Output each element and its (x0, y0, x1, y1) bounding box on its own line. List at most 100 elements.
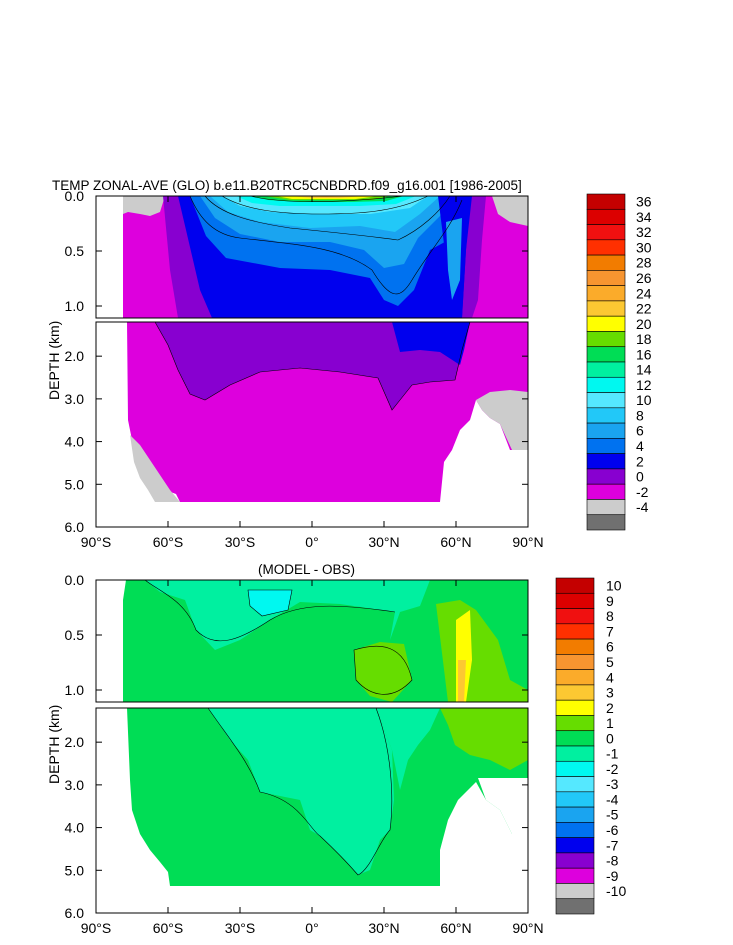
colorbar-swatch (556, 899, 594, 914)
colorbar-label: 20 (636, 316, 652, 332)
panel2-lower-field (96, 708, 528, 913)
x-tick-label: 30°N (368, 534, 399, 550)
colorbar-label: -8 (606, 853, 619, 869)
colorbar-label: 0 (636, 469, 644, 485)
colorbar-swatch (587, 393, 625, 408)
colorbar-swatch (587, 194, 625, 209)
colorbar-swatch (587, 438, 625, 453)
colorbar-label: 2 (606, 700, 614, 716)
colorbar-label: 6 (606, 639, 614, 655)
panel1-lower-field (96, 322, 528, 527)
y-tick-label: 0.0 (65, 188, 85, 204)
colorbar-label: -3 (606, 776, 619, 792)
colorbar-swatch (587, 286, 625, 301)
colorbar-swatch (587, 301, 625, 316)
colorbar-label: -2 (636, 484, 649, 500)
panel2-title: (MODEL - OBS) (258, 562, 355, 577)
colorbar-label: 26 (636, 270, 652, 286)
colorbar-swatch (556, 609, 594, 624)
panel-model-minus-obs: (MODEL - OBS) 90°S 60°S 30°S 0° 3 0 (46, 562, 626, 936)
colorbar-label: 3 (606, 685, 614, 701)
x-tick-label: 90°N (512, 534, 543, 550)
y-tick-label: 0.5 (65, 627, 85, 643)
colorbar-swatch (587, 316, 625, 331)
colorbar-swatch (556, 746, 594, 761)
colorbar-swatch (556, 838, 594, 853)
colorbar-label: -9 (606, 868, 619, 884)
colorbar-label: 8 (636, 407, 644, 423)
x-tick-label: 30°S (225, 534, 256, 550)
colorbar-label: 16 (636, 346, 652, 362)
colorbar-swatch (587, 225, 625, 240)
colorbar-swatch (587, 347, 625, 362)
colorbar-swatch (587, 209, 625, 224)
x-tick-label: 0° (305, 534, 318, 550)
colorbar-swatch (556, 792, 594, 807)
colorbar-swatch (556, 715, 594, 730)
colorbar-swatch (556, 593, 594, 608)
y-tick-label: 6.0 (65, 519, 85, 535)
colorbar-label: -7 (606, 837, 619, 853)
x-tick-label: 90°N (512, 920, 543, 936)
panel-temperature: TEMP ZONAL-AVE (GLO) b.e11.B20TRC5CNBDRD… (46, 178, 652, 550)
colorbar-label: -4 (636, 499, 649, 515)
colorbar-swatch (587, 469, 625, 484)
colorbar-swatch (556, 685, 594, 700)
x-tick-label: 30°S (225, 920, 256, 936)
colorbar-swatch (587, 240, 625, 255)
colorbar-swatch (556, 578, 594, 593)
x-tick-label: 60°S (153, 920, 184, 936)
y-tick-label: 0.5 (65, 243, 85, 259)
colorbar-label: 12 (636, 377, 652, 393)
colorbar-label: -2 (606, 761, 619, 777)
x-tick-label: 30°N (368, 920, 399, 936)
colorbar-label: 4 (636, 438, 644, 454)
x-tick-label: 60°N (440, 920, 471, 936)
y-tick-label: 6.0 (65, 905, 85, 921)
colorbar-label: 0 (606, 730, 614, 746)
y-tick-label: 5.0 (65, 476, 85, 492)
colorbar-swatch (556, 883, 594, 898)
colorbar-swatch (556, 639, 594, 654)
colorbar-swatch (587, 484, 625, 499)
colorbar-label: 7 (606, 623, 614, 639)
colorbar-label: 9 (606, 593, 614, 609)
figure: TEMP ZONAL-AVE (GLO) b.e11.B20TRC5CNBDRD… (0, 0, 733, 945)
colorbar-swatch (556, 731, 594, 746)
colorbar-label: 36 (636, 194, 652, 210)
panel1-title: TEMP ZONAL-AVE (GLO) b.e11.B20TRC5CNBDRD… (52, 178, 522, 193)
y-tick-label: 5.0 (65, 862, 85, 878)
colorbar-swatch (556, 761, 594, 776)
colorbar-swatch (587, 423, 625, 438)
colorbar-label: -4 (606, 791, 619, 807)
colorbar-swatch (587, 454, 625, 469)
x-tick-label: 60°S (153, 534, 184, 550)
x-tick-label: 90°S (81, 920, 112, 936)
panel2-ylabel: DEPTH (km) (46, 705, 62, 784)
colorbar-swatch (556, 654, 594, 669)
colorbar-swatch (587, 270, 625, 285)
colorbar-label: -1 (606, 746, 619, 762)
colorbar-label: -6 (606, 822, 619, 838)
colorbar-label: 34 (636, 209, 652, 225)
colorbar-label: 2 (636, 453, 644, 469)
colorbar-swatch (556, 807, 594, 822)
colorbar-label: 14 (636, 362, 652, 378)
colorbar-label: 8 (606, 608, 614, 624)
colorbar-swatch (556, 822, 594, 837)
colorbar-label: -5 (606, 807, 619, 823)
y-tick-label: 4.0 (65, 434, 85, 450)
colorbar-label: 18 (636, 331, 652, 347)
y-tick-label: 4.0 (65, 820, 85, 836)
colorbar-label: -10 (606, 883, 626, 899)
y-tick-label: 1.0 (65, 682, 85, 698)
colorbar-swatch (556, 700, 594, 715)
colorbar-label: 1 (606, 715, 614, 731)
colorbar-swatch (587, 362, 625, 377)
colorbar-label: 10 (606, 578, 622, 594)
colorbar-label: 6 (636, 423, 644, 439)
y-tick-label: 2.0 (65, 734, 85, 750)
y-tick-label: 3.0 (65, 391, 85, 407)
colorbar-swatch (587, 515, 625, 530)
